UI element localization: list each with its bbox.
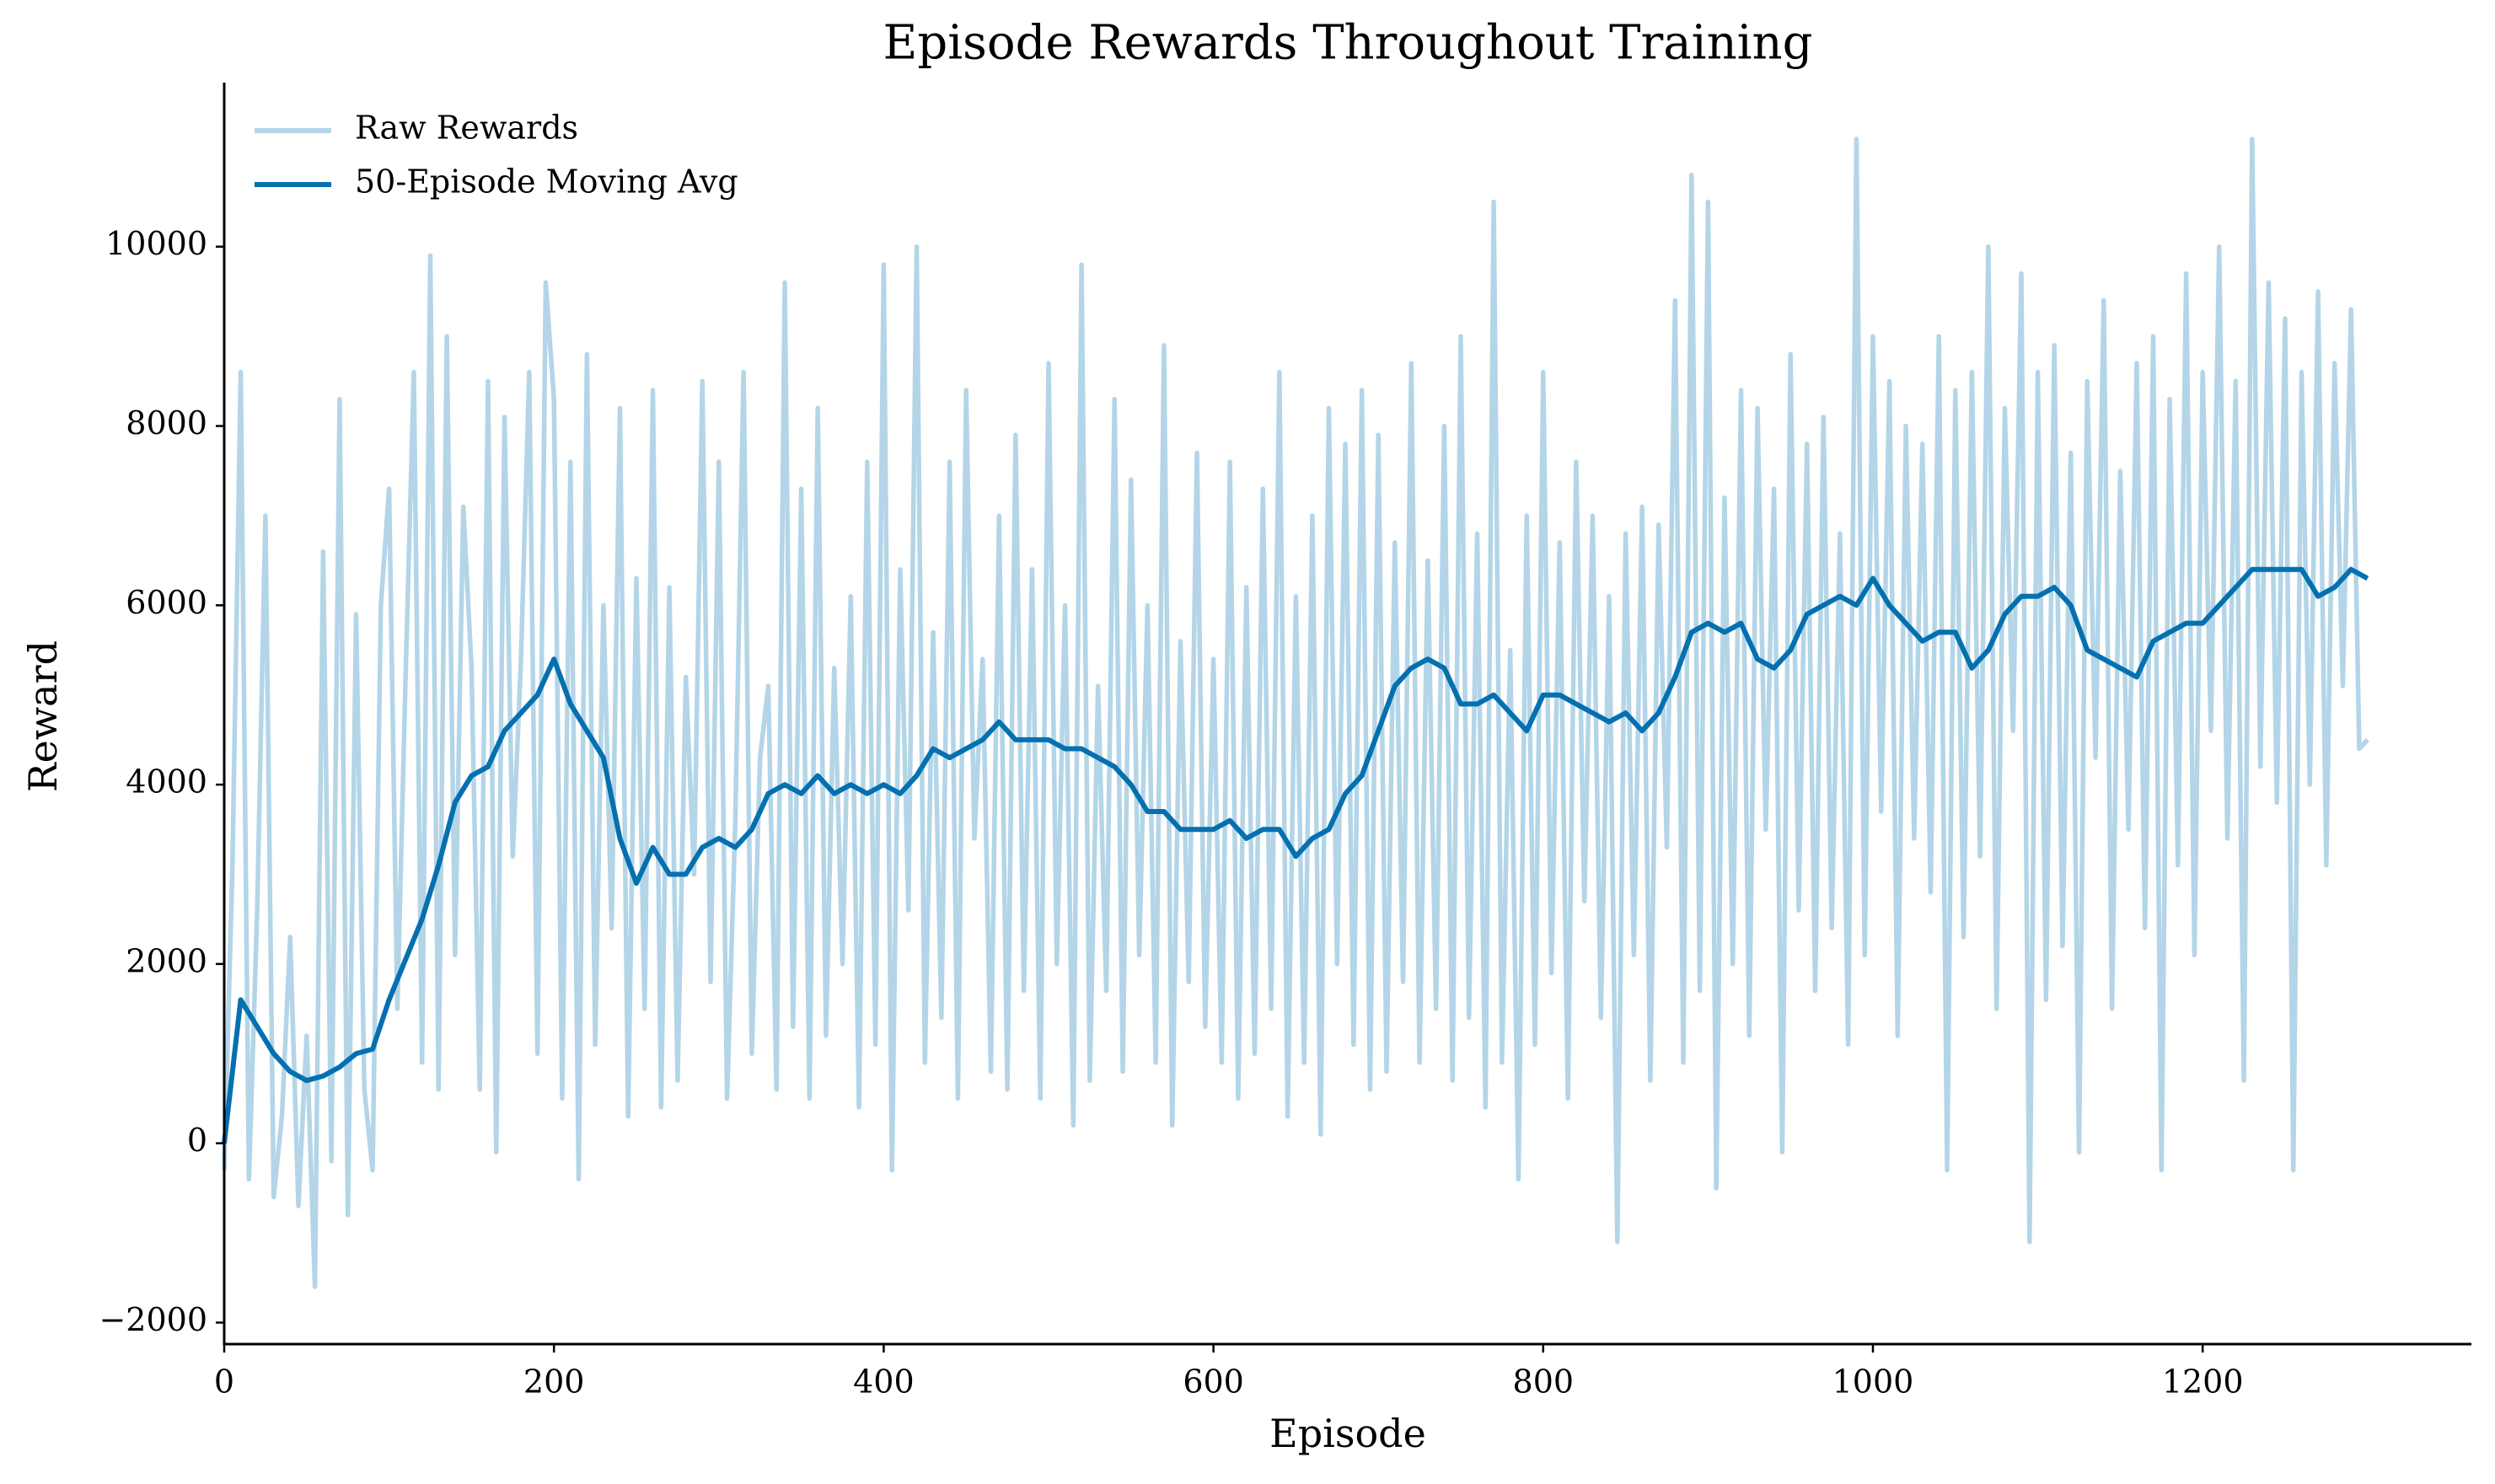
y-tick-label: 8000 (126, 404, 207, 442)
series-line (222, 137, 2369, 1289)
x-tick-label: 0 (214, 1363, 234, 1401)
plot-area (222, 137, 2369, 1289)
legend: Raw Rewards 50-Episode Moving Avg (255, 110, 738, 201)
x-tick-label: 600 (1183, 1363, 1244, 1401)
x-axis-label: Episode (1269, 1411, 1426, 1456)
y-tick-label: 6000 (126, 584, 207, 621)
y-tick-label: 4000 (126, 763, 207, 801)
y-axis-label: Reward (20, 640, 66, 792)
x-tick-label: 1000 (1832, 1363, 1914, 1401)
y-tick-label: 2000 (126, 942, 207, 979)
y-tick-label: 0 (187, 1122, 207, 1159)
series-line (222, 566, 2369, 1144)
legend-label: Raw Rewards (355, 110, 578, 147)
y-tick-label: −2000 (99, 1301, 207, 1338)
legend-label: 50-Episode Moving Avg (355, 163, 738, 201)
x-tick-label: 800 (1513, 1363, 1575, 1401)
chart-title: Episode Rewards Throughout Training (883, 16, 1813, 71)
x-tick-label: 1200 (2162, 1363, 2244, 1401)
x-tick-label: 400 (853, 1363, 915, 1401)
x-tick-label: 200 (523, 1363, 585, 1401)
y-tick-label: 10000 (105, 225, 207, 262)
